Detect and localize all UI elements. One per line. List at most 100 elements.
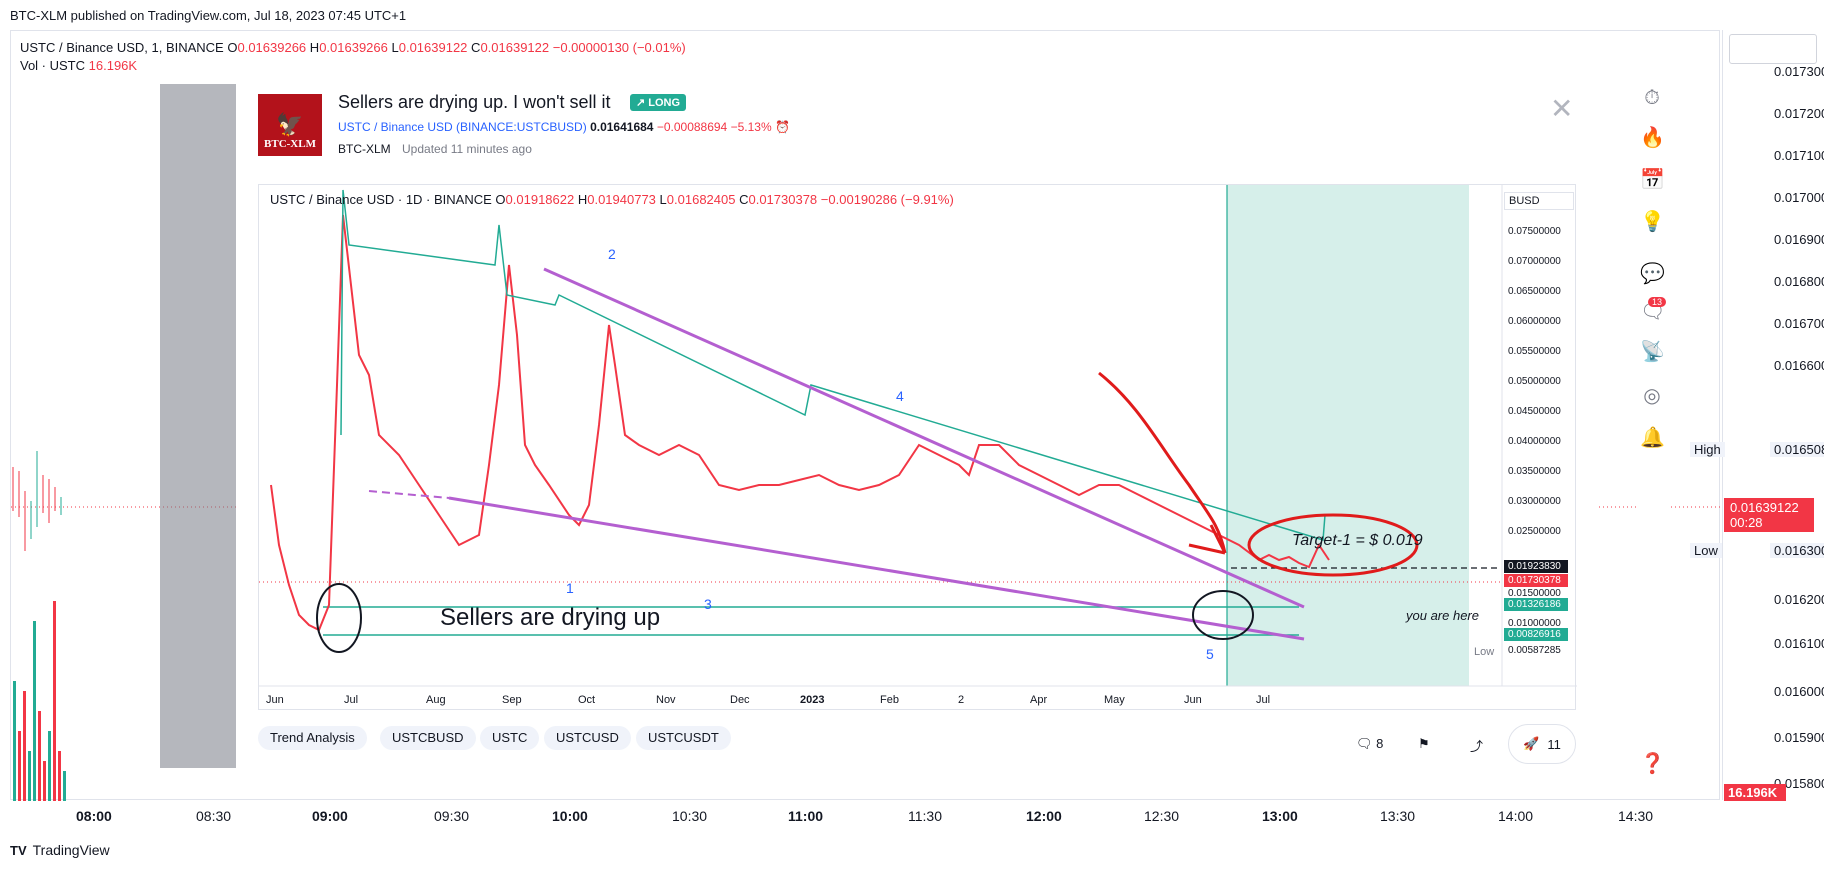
target-ellipse [1247,513,1419,577]
wave-label-1: 1 [566,580,574,596]
idea-stream-icon[interactable]: 📡 [1640,341,1665,363]
boost-button[interactable]: 🚀 11 [1508,724,1576,764]
idea-x-tick: 2 [958,694,965,706]
time-axis-tick: 11:00 [788,808,824,824]
price-axis-tick: 0.01700000 [1774,190,1824,205]
time-axis-tick: 12:30 [1144,808,1180,824]
wave-label-2: 2 [608,246,616,262]
broadcast-icon[interactable]: ◎ [1643,385,1661,407]
comments-button[interactable]: 🗨 8 [1356,736,1383,752]
rocket-icon: 🚀 [1523,736,1540,751]
price-axis-tick: 0.01580000 [1774,776,1824,791]
bg-legend-change: −0.00000130 (−0.01%) [552,40,686,55]
bg-legend-symbol: USTC / Binance USD, 1, BINANCE [20,40,224,55]
idea-x-tick: Apr [1030,694,1048,706]
comments-count: 8 [1376,736,1384,751]
idea-x-tick: Oct [578,694,596,706]
wave-label-4: 4 [896,388,904,404]
idea-axis-tick: 0.02500000 [1508,526,1561,537]
idea-axis-tick: 0.03500000 [1508,466,1561,477]
tag-chip[interactable]: USTCBUSD [380,726,476,750]
share-button[interactable]: ⤴ [1470,736,1483,755]
time-axis-tick: 09:30 [434,808,470,824]
time-axis-tick: 10:30 [672,808,708,824]
time-axis-tick: 14:30 [1618,808,1654,824]
time-axis-tick: 08:30 [196,808,232,824]
author-line: BTC-XLM Updated 11 minutes ago [338,142,532,156]
bg-legend-volume: Vol · USTC 16.196K [20,58,137,73]
idea-price-badge: 0.00826916 [1504,628,1568,641]
symbol-full-link[interactable]: USTC / Binance USD [338,120,453,134]
idea-currency-label: BUSD [1504,192,1574,210]
last-price-badge: 0.01639122 00:28 [1724,498,1814,532]
idea-x-tick: Feb [880,694,899,706]
close-icon: ✕ [1550,93,1574,124]
tag-chip[interactable]: USTCUSDT [636,726,731,750]
bg-legend-h-label: H [309,40,320,55]
time-axis-tick: 13:30 [1380,808,1416,824]
bell-icon[interactable]: 🔔 [1640,427,1665,449]
author-avatar[interactable]: 🦅 BTC-XLM [258,94,322,156]
price-axis-tick: 0.01600000 [1774,684,1824,699]
bg-vol-value: 16.196K [88,58,138,73]
idea-legend-o: 0.01918622 [505,192,575,207]
bg-legend-ohlc: USTC / Binance USD, 1, BINANCE O0.016392… [20,40,686,55]
idea-low-tag: Low [1474,646,1495,658]
tag-chip[interactable]: USTC [480,726,540,750]
alarm-add-icon[interactable]: ⏰ [774,120,790,134]
tag-chip[interactable]: Trend Analysis [258,726,367,750]
idea-title: Sellers are drying up. I won't sell it [338,92,611,112]
idea-axis-tick: 0.06000000 [1508,316,1561,327]
idea-x-tick: Jun [266,694,284,706]
price-axis-tick: 0.01720000 [1774,106,1824,121]
price-axis-tick: 0.01670000 [1774,316,1824,331]
long-badge-label: LONG [648,97,681,109]
idea-price-badge: 0.00587285 [1504,644,1568,657]
idea-axis-tick: 0.05500000 [1508,346,1561,357]
price-axis[interactable] [1722,30,1824,800]
low-label: Low [1690,543,1722,558]
price-axis-tick: 0.01680000 [1774,274,1824,289]
bg-volume-bars [13,601,66,801]
idea-price-badge: 0.01730378 [1504,574,1568,587]
idea-price-badge: 0.01326186 [1504,598,1568,611]
symbol-change: −0.00088694 [656,120,728,134]
clock-icon[interactable]: ⏱ [1644,87,1660,109]
idea-axis-tick: 0.05000000 [1508,376,1561,387]
idea-axis-tick: 0.03000000 [1508,496,1561,507]
price-axis-tick: 0.01610000 [1774,636,1824,651]
price-axis-tick: 0.01620000 [1774,592,1824,607]
symbol-code-link[interactable]: (BINANCE:USTCBUSD) [456,120,587,134]
comment-icon: 🗨 [1356,736,1373,751]
bg-legend-c: 0.01639122 [480,40,550,55]
red-arrow [1098,371,1227,554]
close-button[interactable]: ✕ [1550,92,1573,125]
tradingview-logo[interactable]: TV TradingView [10,842,110,858]
idea-x-tick: Jul [1256,694,1271,706]
flame-icon[interactable]: 🔥 [1640,127,1665,149]
idea-axis-tick: 0.04500000 [1508,406,1561,417]
idea-x-tick: Sep [502,694,522,706]
idea-legend-h: 0.01940773 [587,192,656,207]
circle-annotation-left [316,583,362,653]
symbol-change-pct: −5.13% [730,120,772,134]
lightbulb-icon[interactable]: 💡 [1640,211,1665,233]
idea-x-tick: Jul [344,694,359,706]
calendar-icon[interactable]: 📅 [1640,169,1665,191]
author-name[interactable]: BTC-XLM [338,142,391,156]
arrow-up-icon: ↗ [636,97,646,109]
price-axis-box[interactable] [1729,34,1817,64]
idea-chart[interactable] [258,184,1577,710]
tag-chip[interactable]: USTCUSD [544,726,631,750]
price-axis-tick: 0.01660000 [1774,358,1824,373]
share-icon: ⤴ [1470,739,1484,754]
help-icon[interactable]: ❓ [1640,753,1665,775]
chat-bubble-icon[interactable]: 💬 [1640,263,1665,285]
bg-candles [12,451,62,551]
tradingview-logo-text: TradingView [32,842,110,858]
flag-button[interactable]: ⚑ [1418,736,1430,752]
eagle-icon: 🦅 [276,112,304,137]
updated-time: Updated 11 minutes ago [402,142,532,156]
time-axis-tick: 13:00 [1262,808,1298,824]
you-are-here-label: you are here [1406,608,1479,623]
